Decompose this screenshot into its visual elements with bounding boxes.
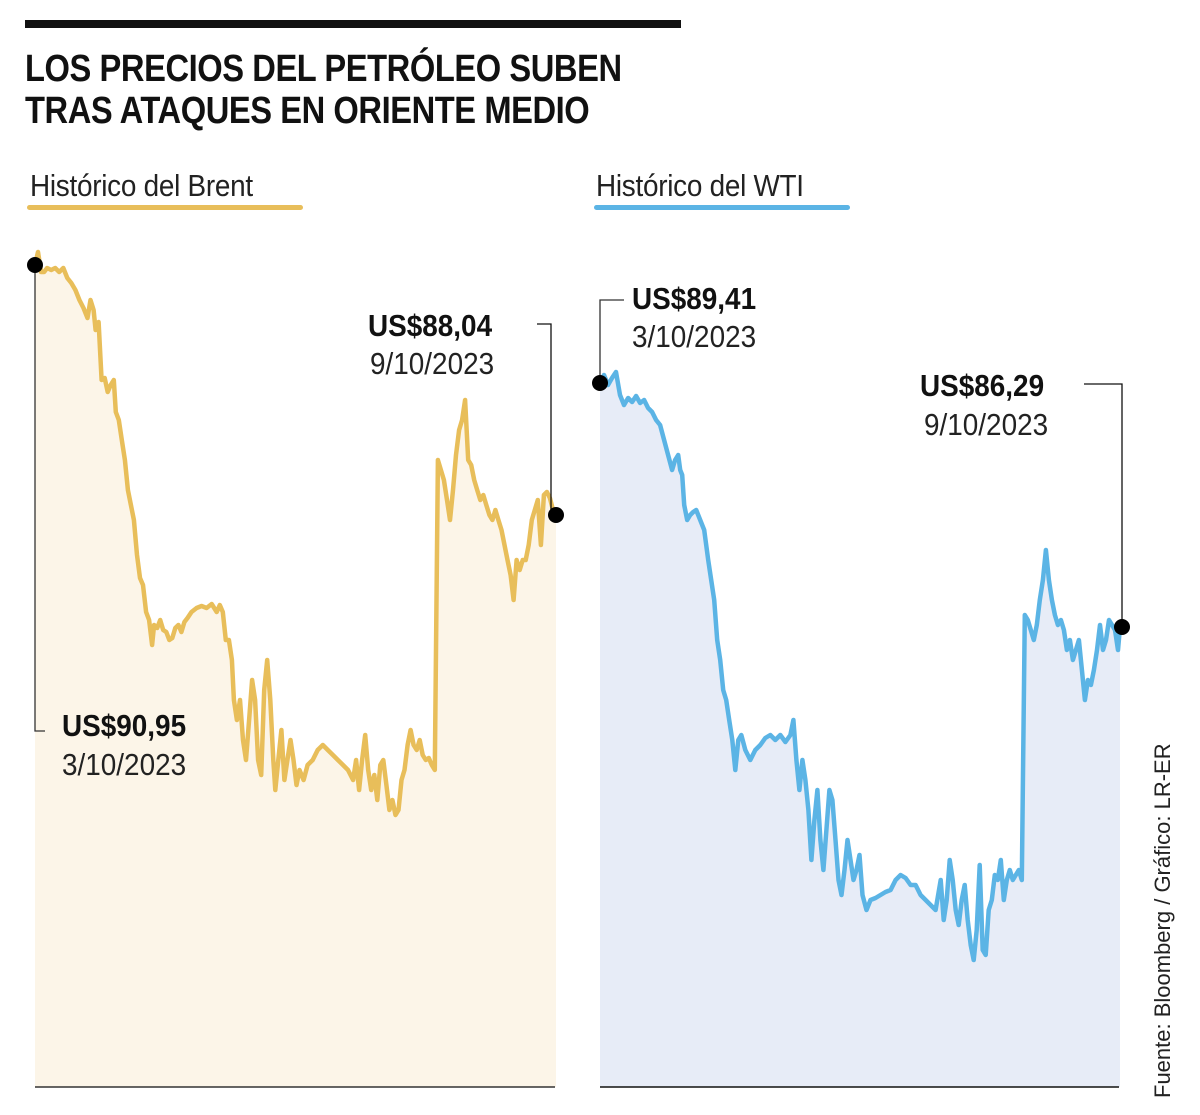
wti-end-leader (1084, 383, 1123, 627)
brent-end-date: 9/10/2023 (370, 346, 495, 381)
brent-start-date: 3/10/2023 (62, 747, 187, 782)
wti-start-leader (599, 299, 624, 383)
wti-end-value: US$86,29 (920, 368, 1045, 403)
wti-chart (592, 299, 1130, 1088)
brent-panel-label: Histórico del Brent (30, 168, 253, 203)
wti-area-fill (600, 372, 1120, 1087)
brent-end-leader (537, 323, 552, 515)
wti-end-date: 9/10/2023 (924, 407, 1049, 442)
header-rule (25, 20, 681, 28)
brent-label-underline (27, 205, 303, 210)
wti-label-underline (594, 205, 850, 210)
brent-start-leader (34, 265, 45, 732)
wti-end-marker (1114, 619, 1130, 635)
wti-panel-label: Histórico del WTI (596, 168, 804, 203)
brent-chart (27, 249, 564, 1088)
brent-area-fill (35, 252, 556, 1087)
brent-end-value: US$88,04 (368, 308, 493, 343)
brent-start-marker (27, 257, 43, 273)
title-line-1: LOS PRECIOS DEL PETRÓLEO SUBEN (25, 48, 622, 90)
brent-end-marker (548, 507, 564, 523)
wti-start-date: 3/10/2023 (632, 319, 757, 354)
wti-start-value: US$89,41 (632, 281, 757, 316)
title-line-2: TRAS ATAQUES EN ORIENTE MEDIO (25, 90, 590, 132)
source-credit: Fuente: Bloomberg / Gráfico: LR-ER (1150, 743, 1175, 1098)
wti-start-marker (592, 375, 608, 391)
brent-price-line (32, 249, 559, 818)
page-title: LOS PRECIOS DEL PETRÓLEO SUBEN TRAS ATAQ… (25, 48, 622, 132)
wti-price-line (597, 369, 1123, 963)
brent-start-value: US$90,95 (62, 708, 187, 743)
